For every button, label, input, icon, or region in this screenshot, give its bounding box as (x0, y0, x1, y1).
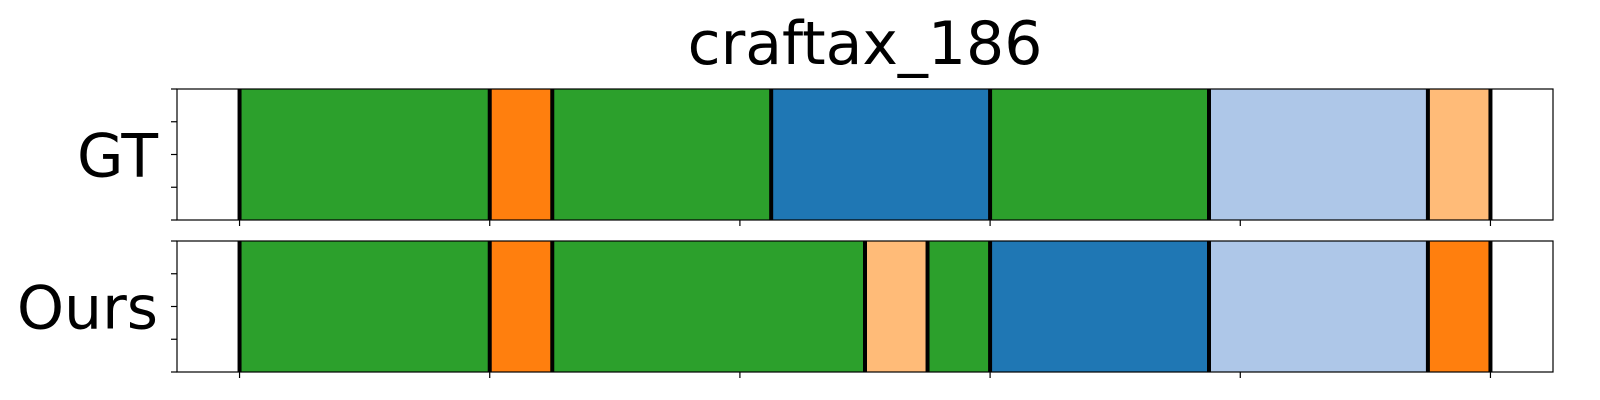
row-label-ours: Ours (17, 274, 158, 344)
row-label-gt: GT (77, 122, 158, 192)
segment-ours-7 (1427, 241, 1491, 372)
rows-group: GT Ours (17, 88, 1554, 378)
segment-ours-4 (927, 241, 991, 372)
segment-gt-1 (489, 89, 553, 220)
segment-ours-3 (865, 241, 928, 372)
segment-ours-0 (239, 241, 490, 372)
segment-ours-5 (990, 241, 1209, 372)
segment-gt-5 (1209, 89, 1428, 220)
segment-gt-0 (239, 89, 490, 220)
chart-title: craftax_186 (688, 9, 1043, 79)
segment-gt-3 (771, 89, 991, 220)
segment-ours-6 (1209, 241, 1428, 372)
segment-gt-4 (990, 89, 1209, 220)
row-gt: GT (77, 88, 1554, 226)
segment-gt-2 (552, 89, 772, 220)
row-ours: Ours (17, 240, 1554, 378)
segment-ours-2 (552, 241, 865, 372)
segment-gt-6 (1427, 89, 1491, 220)
segment-ours-1 (489, 241, 553, 372)
